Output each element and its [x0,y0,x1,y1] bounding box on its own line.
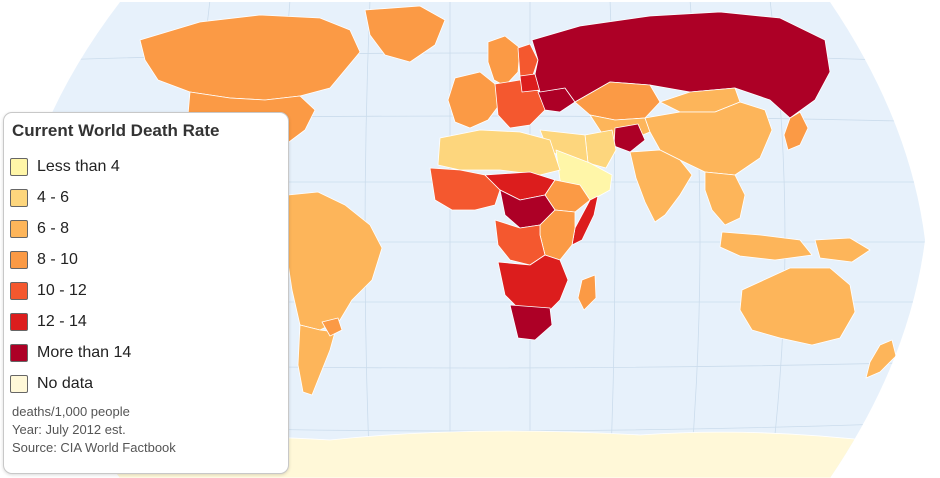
legend-swatch [10,313,28,331]
legend-item-8-10[interactable]: 8 - 10 [10,249,78,271]
region-greenland[interactable] [364,5,446,63]
region-australia[interactable] [739,267,856,346]
region-southeast-asia[interactable] [704,171,746,226]
region-new-zealand[interactable] [865,339,897,379]
legend-label: 8 - 10 [37,251,78,268]
legend-swatch [10,158,28,176]
region-west-africa[interactable] [429,167,501,211]
legend-swatch [10,251,28,269]
legend-swatch [10,344,28,362]
region-scandinavia[interactable] [487,35,521,87]
region-south-africa[interactable] [509,304,553,341]
region-indonesia[interactable] [719,231,813,261]
legend-item-less-than-4[interactable]: Less than 4 [10,156,120,178]
legend-label: No data [37,375,94,392]
region-argentina[interactable] [297,324,336,396]
legend-swatch [10,282,28,300]
region-russia[interactable] [531,11,831,119]
legend-label: 10 - 12 [37,282,87,299]
legend-swatch [10,375,28,393]
legend-item-12-14[interactable]: 12 - 14 [10,311,87,333]
legend-item-6-8[interactable]: 6 - 8 [10,218,69,240]
region-southern-africa[interactable] [497,254,569,313]
legend-item-4-6[interactable]: 4 - 6 [10,187,69,209]
legend-label: 6 - 8 [37,220,70,237]
region-india[interactable] [629,149,693,223]
source-note: Source: CIA World Factbook [12,440,176,455]
legend-item-no-data[interactable]: No data [10,373,93,395]
legend-item-10-12[interactable]: 10 - 12 [10,280,87,302]
legend-swatch [10,189,28,207]
region-papua-new-guinea[interactable] [814,237,871,263]
legend-label: 12 - 14 [37,313,87,330]
region-madagascar[interactable] [577,274,597,311]
legend-label: More than 14 [37,344,132,361]
legend-label: 4 - 6 [37,189,70,206]
legend-title: Current World Death Rate [12,121,220,140]
year-note: Year: July 2012 est. [12,422,126,437]
unit-note: deaths/1,000 people [12,404,130,419]
region-western-europe[interactable] [447,71,501,129]
legend-panel: Current World Death Rate Less than 4 4 -… [3,112,289,474]
region-uruguay[interactable] [321,317,343,337]
region-japan[interactable] [783,111,809,151]
region-canada[interactable] [139,14,361,101]
region-north-africa[interactable] [437,129,561,176]
legend-swatch [10,220,28,238]
legend-item-more-than-14[interactable]: More than 14 [10,342,131,364]
legend-label: Less than 4 [37,158,120,175]
region-finland[interactable] [517,43,539,79]
